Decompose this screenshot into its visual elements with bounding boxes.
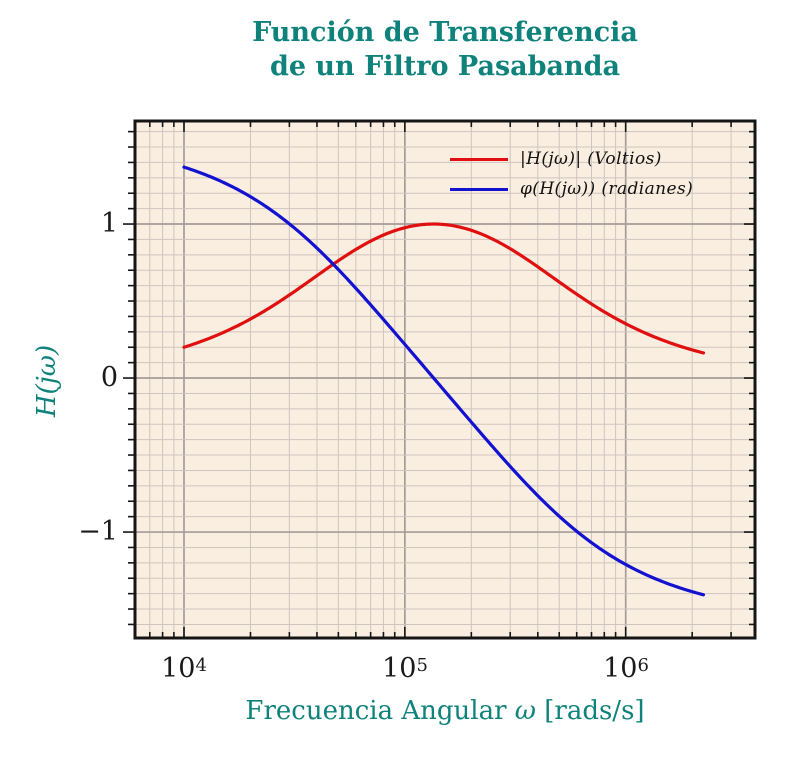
legend-line-sample-blue	[450, 187, 508, 191]
chart-title-line1: Función de Transferencia	[252, 17, 638, 48]
legend: |H(jω)| (Voltios) φ(H(jω)) (radianes)	[450, 144, 693, 204]
x-tick-base: 10	[161, 653, 196, 684]
x-tick-exponent: 6	[637, 655, 649, 676]
x-tick-base: 10	[603, 653, 638, 684]
x-axis-label-unit: [rads/s]	[535, 696, 645, 726]
omega-symbol: ω	[514, 696, 536, 726]
x-tick-label-1e5: 105	[355, 646, 455, 689]
curve-phase	[182, 165, 706, 597]
chart-title: Función de Transferencia de un Filtro Pa…	[135, 16, 755, 84]
y-tick-label-1: 1	[100, 208, 118, 239]
x-tick-label-1e4: 104	[134, 646, 234, 689]
legend-line-sample-red	[450, 157, 508, 161]
y-tick-label-0: 0	[100, 362, 118, 393]
x-tick-exponent: 5	[416, 655, 428, 676]
plot-border	[133, 119, 757, 640]
legend-label-magnitude: |H(jω)| (Voltios)	[520, 149, 662, 169]
grid-layer	[135, 121, 755, 638]
legend-label-phase: φ(H(jω)) (radianes)	[520, 179, 694, 199]
x-tick-label-1e6: 106	[576, 646, 676, 689]
x-axis-label: Frecuencia Angular ω [rads/s]	[135, 696, 755, 726]
legend-item-magnitude: |H(jω)| (Voltios)	[450, 144, 693, 174]
y-axis-label: H(jω)	[32, 344, 62, 418]
x-tick-base: 10	[382, 653, 417, 684]
chart-title-line2: de un Filtro Pasabanda	[269, 51, 621, 82]
curve-magnitude	[182, 222, 706, 355]
y-tick-label-minus1: −1	[78, 516, 118, 547]
x-tick-exponent: 4	[195, 655, 207, 676]
plot-background	[135, 121, 755, 638]
legend-item-phase: φ(H(jω)) (radianes)	[450, 174, 693, 204]
x-axis-label-text: Frecuencia Angular	[245, 696, 515, 726]
